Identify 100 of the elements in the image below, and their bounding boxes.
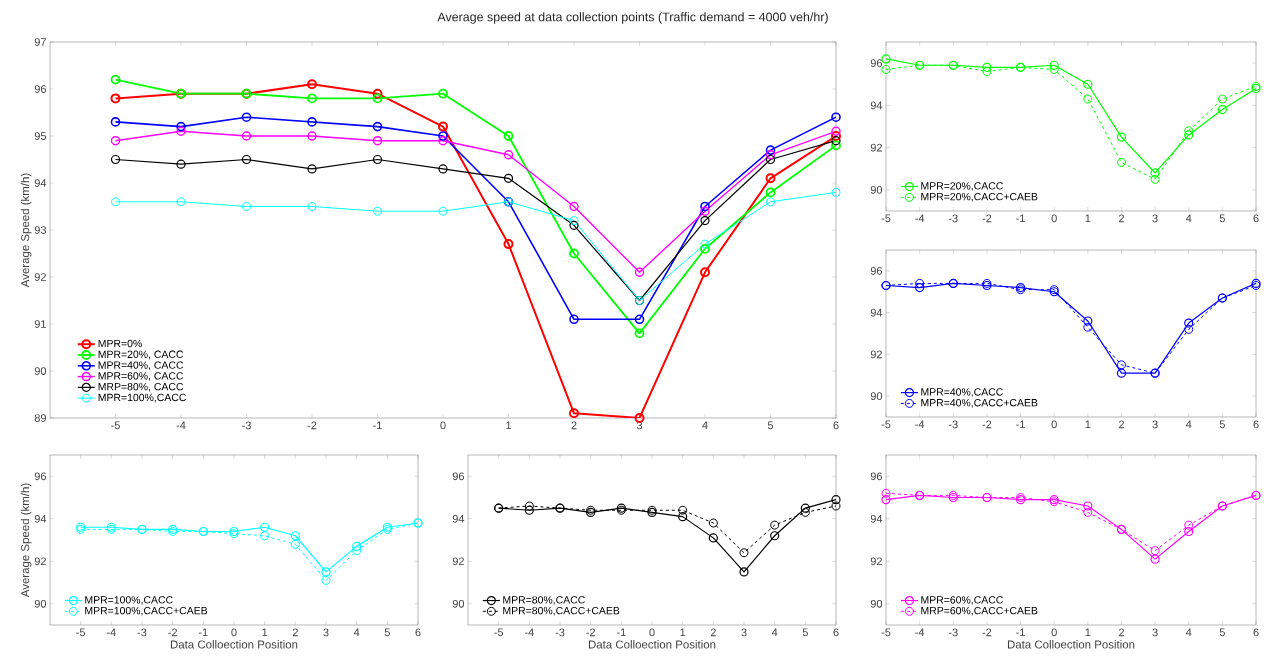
x-axis-title: Data Colloection Position [1007, 640, 1135, 649]
x-tick-label: -1 [1016, 628, 1025, 637]
x-tick-label: -5 [111, 421, 120, 430]
legend-label: MPR=0% [98, 339, 142, 348]
x-tick-label: -5 [494, 628, 504, 637]
x-tick-label: -5 [881, 628, 891, 637]
legend-label: MPR=40%, CACC [98, 361, 184, 371]
legend-label: MRP=60%,CACC+CAEB [921, 606, 1038, 616]
x-tick-label: -1 [198, 628, 208, 637]
x-tick-label: 1 [262, 628, 268, 637]
x-tick-label: 4 [1185, 420, 1192, 429]
x-tick-label: 1 [1085, 214, 1091, 223]
x-tick-label: 5 [384, 628, 390, 637]
x-tick-label: -1 [1016, 214, 1025, 223]
y-tick-label: 92 [870, 557, 882, 566]
x-tick-label: 2 [1118, 628, 1124, 637]
legend-label: MPR=100%,CACC [98, 393, 187, 403]
y-tick-label: 92 [452, 557, 464, 566]
y-tick-label: 92 [34, 557, 46, 566]
x-tick-label: 5 [1219, 214, 1225, 223]
chart-title: Average speed at data collection points (Traffic demand = 4000 veh/hr) [437, 12, 828, 24]
x-tick-label: -4 [915, 628, 925, 637]
y-tick-label: 96 [34, 85, 46, 93]
x-tick-label: 0 [1051, 420, 1057, 429]
x-tick-label: -3 [555, 628, 565, 637]
y-tick-label: 94 [452, 514, 465, 523]
y-tick-label: 96 [870, 59, 882, 67]
x-tick-label: 3 [1152, 214, 1158, 223]
x-tick-label: -3 [137, 628, 147, 637]
y-tick-label: 94 [34, 514, 47, 523]
legend-label: MPR=40%,CACC [921, 388, 1003, 397]
x-tick-label: -4 [915, 420, 925, 429]
y-tick-label: 90 [870, 186, 883, 194]
x-tick-label: 6 [1253, 628, 1259, 637]
legend-label: MPR=20%, CACC [98, 350, 184, 360]
x-tick-label: 5 [1219, 420, 1225, 429]
y-tick-label: 96 [870, 472, 882, 481]
x-tick-label: 6 [415, 628, 421, 637]
x-tick-label: 0 [1051, 214, 1057, 223]
x-tick-label: -1 [1016, 420, 1025, 429]
legend-label: MRP=80%, CACC [98, 382, 184, 392]
y-axis-title: Average Speed (km/h) [20, 173, 32, 288]
y-tick-label: 90 [870, 599, 883, 608]
x-tick-label: 3 [1152, 628, 1158, 637]
y-tick-label: 94 [870, 514, 883, 523]
y-tick-label: 96 [452, 472, 464, 481]
x-tick-label: -2 [982, 420, 992, 429]
x-tick-label: -1 [616, 628, 626, 637]
x-tick-label: 6 [833, 421, 839, 430]
x-tick-label: 5 [767, 421, 774, 430]
x-tick-label: 3 [741, 628, 747, 637]
legend-label: MPR=100%,CACC+CAEB [85, 606, 208, 616]
y-tick-label: 94 [870, 308, 883, 317]
x-tick-label: 3 [1152, 420, 1158, 429]
x-tick-label: -1 [373, 421, 382, 430]
y-tick-label: 89 [34, 414, 46, 422]
x-tick-label: 5 [1219, 628, 1225, 637]
x-tick-label: 4 [702, 421, 708, 430]
y-tick-label: 90 [870, 392, 883, 401]
x-tick-label: 4 [353, 628, 360, 637]
y-tick-label: 92 [34, 273, 46, 281]
y-tick-label: 90 [34, 599, 47, 608]
x-tick-label: 1 [1085, 420, 1091, 429]
legend-label: MPR=80%,CACC+CAEB [503, 606, 620, 616]
y-tick-label: 91 [34, 320, 46, 328]
y-tick-label: 92 [870, 350, 882, 359]
x-tick-label: 1 [1085, 628, 1091, 637]
x-tick-label: 1 [506, 421, 512, 430]
x-tick-label: 5 [802, 628, 808, 637]
x-tick-label: 0 [1051, 628, 1057, 637]
x-tick-label: 4 [771, 628, 778, 637]
x-tick-label: -4 [176, 421, 186, 430]
y-tick-label: 96 [870, 267, 882, 275]
x-tick-label: -4 [106, 628, 116, 637]
x-tick-label: 3 [636, 421, 643, 430]
x-tick-label: 4 [1185, 628, 1192, 637]
x-tick-label: -3 [948, 420, 958, 429]
x-tick-label: -2 [586, 628, 595, 637]
y-tick-label: 93 [34, 226, 46, 234]
legend-label: MPR=40%,CACC+CAEB [921, 399, 1038, 408]
x-tick-label: 2 [1118, 420, 1124, 429]
legend-label: MPR=20%,CACC+CAEB [921, 192, 1038, 202]
y-tick-label: 92 [870, 143, 882, 152]
legend-label: MPR=20%,CACC [921, 182, 1003, 191]
y-tick-label: 94 [34, 179, 47, 187]
x-tick-label: 2 [1118, 214, 1124, 223]
x-tick-label: 4 [1185, 214, 1192, 223]
legend-label: MPR=60%, CACC [98, 372, 184, 381]
x-tick-label: -2 [168, 628, 177, 637]
legend-label: MPR=80%,CACC [503, 596, 585, 605]
legend-label: MPR=100%,CACC [85, 596, 173, 605]
x-tick-label: -3 [948, 214, 958, 223]
x-tick-label: -4 [524, 628, 534, 637]
x-tick-label: -2 [982, 628, 992, 637]
x-tick-label: -5 [76, 628, 86, 637]
x-tick-label: -4 [915, 214, 925, 223]
y-tick-label: 96 [34, 472, 46, 481]
x-tick-label: -5 [881, 420, 891, 429]
legend-label: MPR=60%,CACC [921, 596, 1003, 605]
x-axis-title: Data Colloection Position [588, 640, 716, 649]
